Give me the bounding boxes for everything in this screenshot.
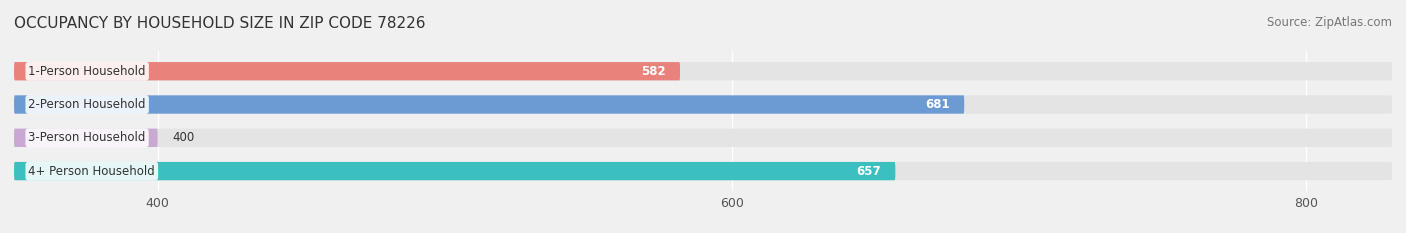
FancyBboxPatch shape [14,95,1392,114]
FancyBboxPatch shape [14,129,1392,147]
Text: 681: 681 [925,98,950,111]
Text: 582: 582 [641,65,665,78]
Text: 2-Person Household: 2-Person Household [28,98,146,111]
FancyBboxPatch shape [14,95,965,114]
Text: 657: 657 [856,164,882,178]
FancyBboxPatch shape [14,162,896,180]
FancyBboxPatch shape [14,162,1392,180]
Text: 4+ Person Household: 4+ Person Household [28,164,155,178]
Text: OCCUPANCY BY HOUSEHOLD SIZE IN ZIP CODE 78226: OCCUPANCY BY HOUSEHOLD SIZE IN ZIP CODE … [14,16,426,31]
Text: Source: ZipAtlas.com: Source: ZipAtlas.com [1267,16,1392,29]
Text: 1-Person Household: 1-Person Household [28,65,146,78]
Text: 400: 400 [172,131,194,144]
Text: 3-Person Household: 3-Person Household [28,131,146,144]
FancyBboxPatch shape [14,129,157,147]
FancyBboxPatch shape [14,62,681,80]
FancyBboxPatch shape [14,62,1392,80]
